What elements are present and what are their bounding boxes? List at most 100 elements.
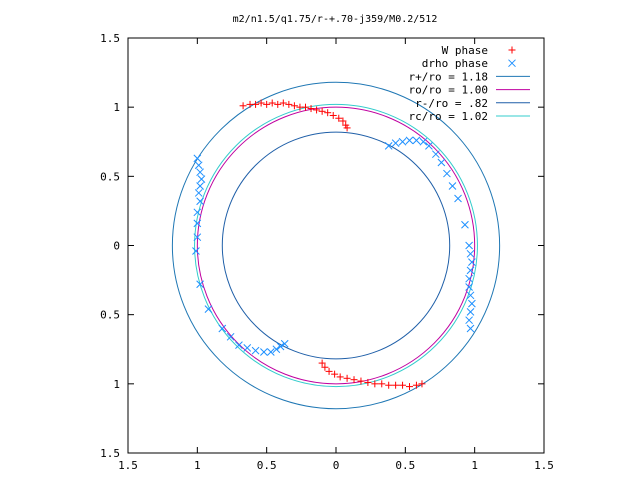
series-1-point-9 [285, 100, 293, 108]
legend-label: ro/ro = 1.00 [409, 84, 488, 97]
series-2-point-27 [196, 168, 204, 177]
series-1-point-17 [329, 111, 337, 119]
series-2-point-1 [384, 142, 393, 150]
series-2-point-8 [431, 150, 440, 159]
series-1-point-36 [405, 383, 413, 391]
series-2-point-38 [218, 324, 227, 333]
series-2-point-15 [466, 249, 475, 258]
reference-circle-3 [221, 131, 451, 360]
legend-label: r+/ro = 1.18 [409, 70, 488, 83]
series-1-point-22 [318, 359, 326, 367]
series-1-point-28 [350, 376, 358, 384]
y-tick-label: 1 [113, 378, 120, 391]
series-1-point-31 [371, 380, 379, 388]
series-2-point-30 [194, 189, 203, 197]
legend-entry-5: r-/ro = .82 [415, 97, 530, 110]
legend-entry-2: drho phase [422, 57, 516, 70]
y-tick-label: 1 [113, 101, 120, 114]
legend-entry-3: r+/ro = 1.18 [409, 70, 530, 83]
legend-symbol [508, 59, 516, 68]
series-2-point-34 [193, 233, 202, 242]
series-2-point-42 [251, 346, 260, 355]
legend-entry-4: ro/ro = 1.00 [409, 84, 530, 97]
series-1-point-19 [339, 117, 347, 125]
series-2-point-25 [193, 154, 202, 163]
series-2-point-39 [226, 332, 235, 341]
y-tick-label: 1.5 [100, 447, 120, 460]
plot-area [171, 81, 501, 410]
legend-label: drho phase [422, 57, 488, 70]
series-2-point-20 [466, 291, 475, 300]
series-1-point-7 [274, 100, 282, 108]
series-2-point-11 [448, 182, 457, 190]
series-2-point-31 [196, 197, 204, 206]
legend-symbol [508, 46, 516, 54]
series-1-point-3 [252, 100, 260, 108]
series-1-point-23 [321, 363, 329, 371]
series-2-point-41 [243, 344, 252, 352]
series-1-point-16 [324, 109, 332, 117]
series-1-point-6 [268, 99, 276, 107]
series-2-point-28 [197, 175, 206, 183]
series-1-point-12 [301, 103, 309, 111]
series-2-point-40 [235, 341, 243, 349]
series-2-point-12 [454, 194, 462, 203]
series-2-point-21 [468, 299, 476, 308]
series-1-point-13 [307, 105, 315, 113]
series-1-point-38 [418, 380, 426, 388]
x-tick-label: 1 [471, 459, 478, 472]
series-1 [239, 99, 426, 391]
series-1-point-27 [343, 374, 351, 382]
series-1-point-29 [357, 377, 365, 385]
series-2-point-35 [192, 247, 200, 255]
legend-label: rc/ro = 1.02 [409, 110, 488, 123]
reference-circle-4 [194, 103, 478, 388]
series-2-point-24 [466, 324, 475, 333]
series-2-point-33 [193, 219, 202, 228]
series-2-point-4 [405, 136, 414, 145]
reference-circle-2 [196, 106, 476, 385]
series-1-point-26 [336, 373, 344, 381]
series-1-point-5 [263, 100, 271, 108]
series-1-point-21 [343, 124, 351, 132]
series-2 [192, 136, 476, 356]
series-2-point-2 [391, 139, 400, 147]
series-1-point-24 [325, 367, 333, 375]
axis-ticks: 1.5 1 0.5 0 0.5 1 1.51.510.500.511.5 [100, 32, 554, 472]
y-tick-label: 0 [113, 240, 120, 253]
series-2-point-7 [425, 142, 433, 150]
x-tick-label: 0.5 [395, 459, 415, 472]
series-1-point-32 [378, 380, 386, 388]
series-2-point-14 [465, 241, 473, 250]
series-2-point-32 [193, 208, 202, 217]
series-2-point-36 [196, 280, 204, 289]
series-1-point-10 [290, 102, 298, 110]
y-tick-label: 1.5 [100, 32, 120, 45]
x-tick-label: 0 [333, 459, 340, 472]
series-1-point-14 [313, 106, 321, 114]
x-tick-label: 1 [194, 459, 201, 472]
x-tick-label: 1.5 [534, 459, 554, 472]
series-2-point-22 [466, 308, 475, 316]
series-2-point-16 [468, 258, 476, 266]
series-2-point-37 [204, 305, 213, 313]
series-1-point-4 [257, 99, 265, 107]
x-tick-label: 1.5 [118, 459, 138, 472]
series-2-point-18 [465, 274, 473, 283]
chart-title: m2/n1.5/q1.75/r-+.70-j359/M0.2/512 [233, 14, 438, 25]
series-1-point-33 [385, 381, 393, 389]
series-2-point-47 [280, 339, 289, 348]
series-2-point-17 [466, 266, 475, 275]
series-1-point-25 [331, 370, 339, 378]
series-2-point-44 [266, 348, 275, 356]
series-1-point-8 [279, 99, 287, 107]
x-tick-label: 0.5 [257, 459, 277, 472]
series-2-point-5 [412, 136, 421, 145]
series-2-point-13 [461, 220, 469, 229]
y-tick-label: 0.5 [100, 309, 120, 322]
series-1-point-18 [335, 114, 343, 122]
series-1-point-34 [392, 381, 400, 389]
